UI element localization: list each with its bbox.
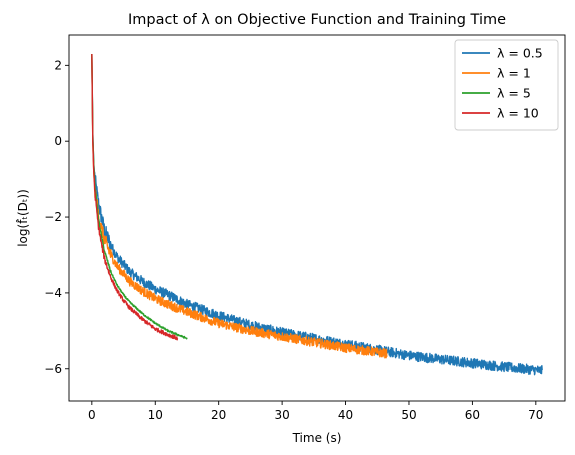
- legend-label-3: λ = 10: [497, 106, 539, 121]
- legend-box: [454, 39, 559, 131]
- x-tick-label: 10: [148, 408, 163, 422]
- series-line-3: [91, 53, 179, 341]
- x-tick-label: 30: [274, 408, 289, 422]
- legend: λ = 0.5 λ = 1 λ = 5 λ = 10: [454, 39, 559, 131]
- x-tick-label: 0: [88, 408, 96, 422]
- y-tick-label: 0: [54, 134, 62, 148]
- plot-frame: [68, 34, 566, 402]
- x-tick-label: 50: [401, 408, 416, 422]
- legend-label-2: λ = 5: [497, 86, 531, 101]
- plot-series-group: [91, 53, 543, 376]
- x-axis-ticks: 0 10 20 30 40 50 60 70: [88, 401, 543, 422]
- x-tick-label: 60: [465, 408, 480, 422]
- series-line-2: [91, 53, 188, 340]
- y-axis-label: log(f̂ₜ(Dₜ)): [16, 189, 30, 247]
- x-tick-label: 70: [528, 408, 543, 422]
- series-line-1: [91, 53, 388, 359]
- legend-label-1: λ = 1: [497, 66, 531, 81]
- x-axis-label: Time (s): [292, 431, 342, 445]
- y-axis-ticks: −6 −4 −2 0 2: [44, 58, 69, 376]
- legend-label-0: λ = 0.5: [497, 46, 543, 61]
- y-tick-label: 2: [54, 58, 62, 72]
- x-tick-label: 20: [211, 408, 226, 422]
- y-tick-label: −6: [44, 362, 62, 376]
- x-tick-label: 40: [338, 408, 353, 422]
- y-tick-label: −2: [44, 210, 62, 224]
- chart-title: Impact of λ on Objective Function and Tr…: [128, 12, 506, 28]
- y-tick-label: −4: [44, 286, 62, 300]
